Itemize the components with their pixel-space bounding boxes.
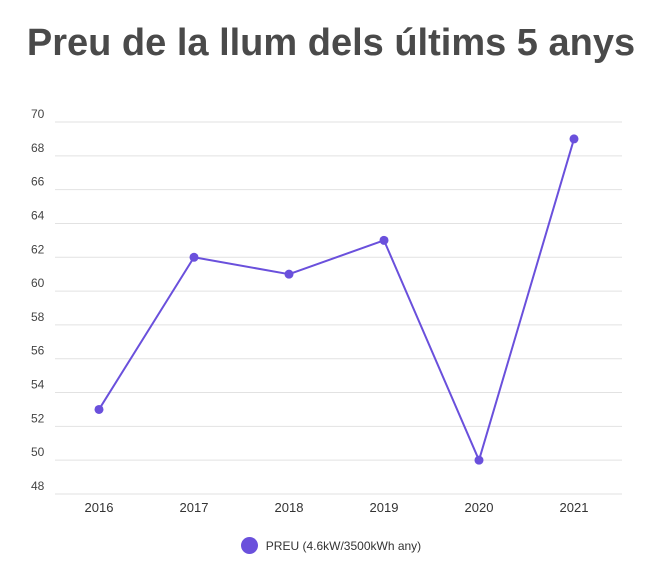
- x-tick-label: 2021: [560, 500, 589, 515]
- data-point: [94, 404, 104, 414]
- y-tick-label: 68: [31, 141, 45, 155]
- legend-swatch: [240, 537, 258, 554]
- data-point: [284, 269, 294, 279]
- data-point: [379, 235, 389, 245]
- y-tick-label: 50: [31, 445, 45, 459]
- x-tick-label: 2020: [465, 500, 494, 515]
- series-line: [98, 138, 575, 462]
- y-tick-label: 58: [31, 310, 45, 324]
- chart-title: Preu de la llum dels últims 5 anys: [26, 22, 636, 64]
- legend-label: PREU (4.6kW/3500kWh any): [265, 538, 422, 553]
- x-tick-label: 2018: [275, 500, 304, 515]
- y-tick-label: 56: [31, 344, 45, 358]
- y-tick-label: 66: [31, 175, 45, 189]
- y-tick-label: 62: [31, 242, 45, 256]
- data-point: [474, 455, 484, 465]
- y-tick-label: 60: [31, 276, 45, 290]
- y-tick-label: 54: [31, 378, 45, 392]
- data-point: [569, 134, 579, 144]
- y-tick-label: 48: [31, 479, 45, 493]
- x-tick-label: 2019: [370, 500, 399, 515]
- y-tick-label: 64: [31, 208, 45, 222]
- x-tick-label: 2017: [180, 500, 209, 515]
- y-tick-label: 70: [31, 107, 45, 121]
- y-tick-label: 52: [31, 411, 45, 425]
- x-tick-label: 2016: [85, 500, 114, 515]
- legend: PREU (4.6kW/3500kWh any): [0, 537, 662, 554]
- data-point: [189, 252, 199, 262]
